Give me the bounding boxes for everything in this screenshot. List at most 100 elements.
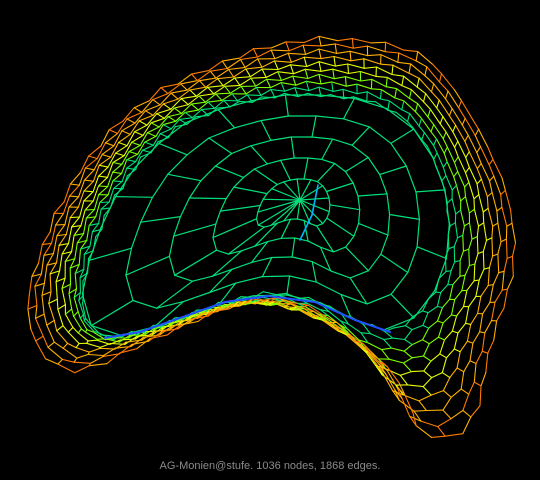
graph-edge: [401, 75, 405, 87]
graph-edge: [326, 182, 354, 193]
graph-edge: [218, 282, 237, 305]
graph-edge: [381, 347, 393, 351]
graph-edge: [318, 313, 328, 320]
graph-edge: [413, 409, 427, 412]
graph-edge: [134, 331, 147, 340]
graph-edge: [43, 264, 48, 284]
graph-edge: [134, 124, 148, 133]
graph-edge: [68, 292, 73, 310]
graph-edge: [79, 313, 84, 319]
graph-edge: [83, 217, 87, 235]
graph-edge: [318, 61, 336, 67]
graph-edge: [332, 88, 344, 92]
graph-edge: [386, 193, 391, 216]
graph-edge: [52, 235, 58, 255]
graph-edge: [180, 95, 197, 100]
graph-edge: [101, 145, 115, 156]
graph-edge: [215, 249, 229, 255]
graph-edge: [444, 90, 449, 100]
graph-edge: [41, 242, 53, 246]
graph-edge: [149, 334, 168, 340]
graph-edge: [96, 142, 107, 160]
graph-edge: [166, 324, 182, 336]
graph-edge: [353, 222, 360, 237]
graph-edge: [56, 233, 67, 237]
graph-edge: [69, 206, 79, 219]
graph-edge: [151, 331, 155, 336]
graph-edge: [411, 355, 425, 359]
graph-edge: [41, 294, 45, 315]
graph-edge: [83, 180, 94, 192]
graph-edge: [88, 347, 101, 353]
graph-edge: [56, 330, 69, 344]
graph-edge: [371, 78, 387, 88]
graph-edge: [366, 350, 380, 365]
graph-edge: [476, 183, 480, 196]
graph-edge: [320, 43, 336, 47]
graph-edge: [92, 331, 106, 341]
graph-edge: [178, 320, 183, 326]
graph-edge: [482, 239, 488, 253]
graph-edge: [34, 304, 38, 319]
graph-edge: [184, 111, 193, 119]
graph-edge: [455, 124, 466, 142]
graph-edge: [511, 242, 517, 257]
graph-edge: [421, 139, 428, 147]
graph-edge: [261, 275, 291, 278]
graph-edge: [141, 99, 154, 113]
graph-edge: [257, 199, 301, 226]
graph-edge: [318, 48, 338, 54]
graph-edge: [265, 78, 272, 89]
graph-edge: [291, 237, 296, 258]
graph-edge: [401, 109, 411, 115]
graph-edge: [126, 111, 143, 120]
graph-edge: [140, 196, 154, 223]
graph-edge: [84, 208, 95, 211]
graph-edge: [332, 68, 350, 75]
graph-edge: [511, 222, 517, 244]
graph-edge: [205, 309, 211, 315]
graph-edge: [473, 381, 482, 387]
graph-edge: [319, 94, 355, 100]
graph-edge: [82, 303, 87, 319]
graph-edge: [394, 97, 405, 102]
graph-edge: [478, 268, 485, 281]
graph-edge: [99, 347, 116, 350]
graph-edge: [367, 54, 382, 57]
graph-edge: [471, 117, 480, 130]
graph-edge: [422, 377, 433, 388]
graph-edge: [390, 142, 407, 167]
graph-edge: [287, 52, 307, 55]
graph-edge: [460, 371, 465, 390]
graph-edge: [113, 130, 123, 147]
graph-edge: [99, 201, 110, 204]
graph-edge: [332, 138, 353, 146]
graph-edge: [456, 351, 461, 369]
graph-edge: [328, 197, 331, 206]
graph-edge: [61, 251, 73, 255]
graph-edge: [245, 300, 263, 305]
graph-edge: [388, 100, 403, 111]
graph-edge: [432, 156, 446, 191]
graph-edge: [67, 326, 74, 333]
graph-edge: [411, 339, 424, 346]
graph-edge: [160, 87, 169, 95]
graph-edge: [389, 213, 420, 220]
graph-edge: [483, 267, 490, 270]
graph-edge: [180, 83, 188, 91]
graph-edge: [244, 58, 259, 68]
graph-edge: [318, 35, 322, 47]
graph-edge: [107, 152, 117, 168]
graph-edge: [83, 317, 87, 322]
graph-edge: [83, 320, 95, 332]
graph-edge: [187, 318, 192, 324]
graph-edge: [315, 115, 345, 120]
graph-edge: [498, 270, 505, 274]
graph-edge: [316, 223, 324, 227]
graph-edge: [402, 357, 413, 364]
graph-edge: [322, 217, 328, 225]
graph-edge: [207, 85, 224, 88]
graph-edge: [352, 182, 359, 197]
graph-edge: [431, 372, 443, 379]
graph-edge: [46, 324, 55, 343]
